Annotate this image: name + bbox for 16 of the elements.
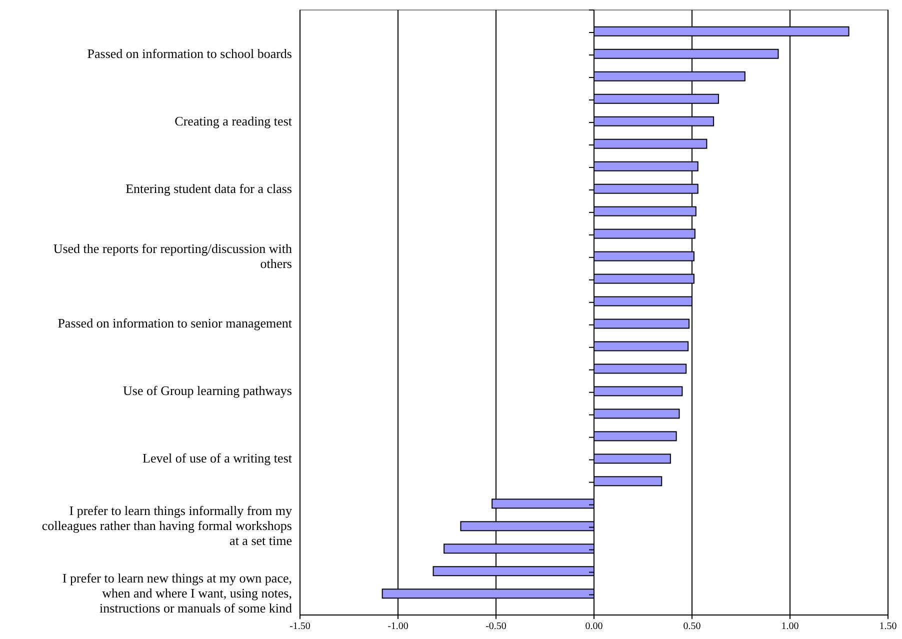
x-tick-label: -0.50 [486,621,506,632]
y-tick-label: Level of use of a writing test [142,450,292,466]
x-tick-label: 1.50 [879,621,897,632]
y-tick-label: Use of Group learning pathways [123,383,292,398]
y-tick-label: Creating a reading test [174,113,292,128]
y-tick-label: Used the reports for reporting/discussion with others [53,240,292,271]
y-tick-label: Passed on information to school boards [87,46,292,61]
x-tick-label: 0.50 [683,621,701,632]
y-tick-label: I prefer to learn new things at my own pace, when and where I want, using notes, instructions or manuals of some kind [62,570,292,616]
y-tick-label: Entering student data for a class [126,180,292,196]
x-tick-label: -1.50 [290,621,310,632]
y-tick-label: Passed on information to senior management [58,316,292,331]
y-tick-label: I prefer to learn things informally from my colleagues rather than having formal workshops at a set time [42,503,292,548]
x-tick-label: -1.00 [388,621,408,632]
x-tick-label: 0.00 [585,621,603,632]
x-tick-label: 1.00 [781,621,799,632]
